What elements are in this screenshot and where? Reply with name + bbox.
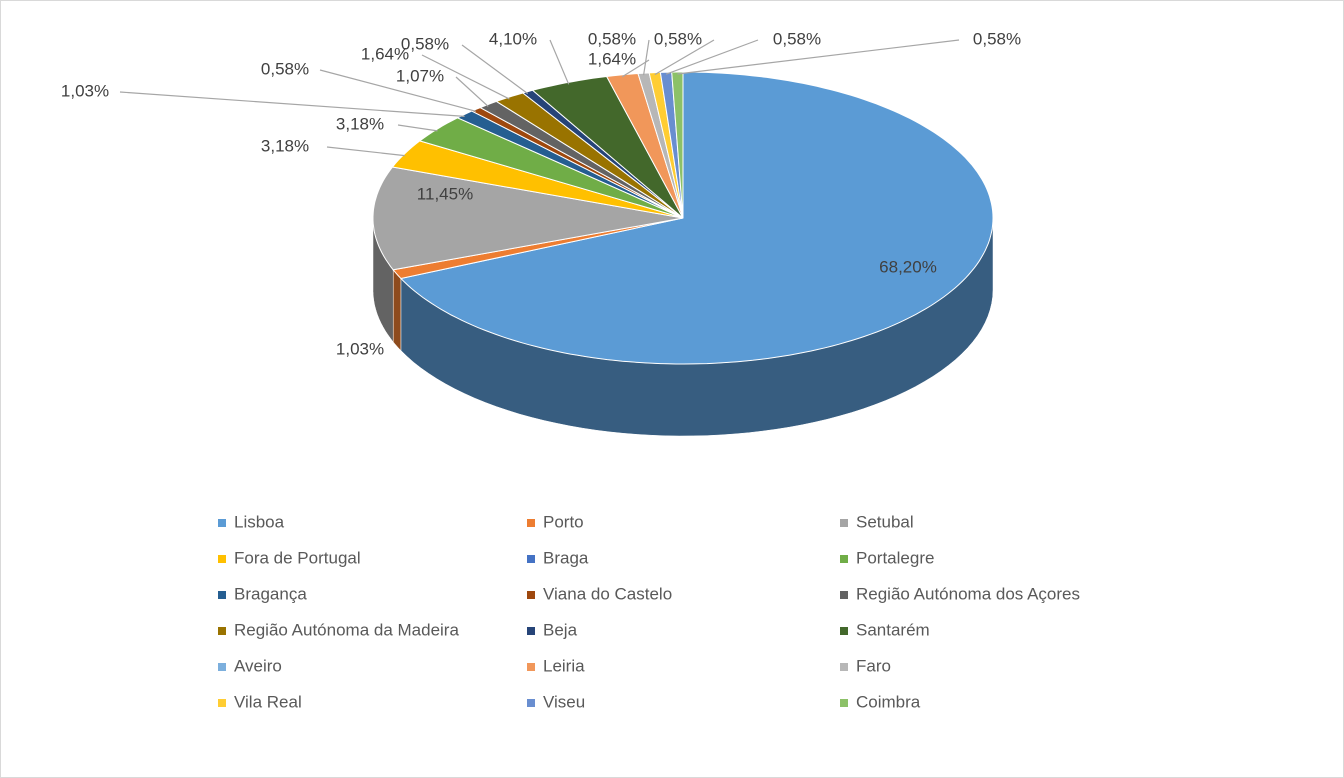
data-label: 1,64% xyxy=(588,49,636,68)
leader-line xyxy=(461,44,529,95)
leader-line xyxy=(643,39,650,76)
legend-swatch xyxy=(527,699,535,707)
leader-line xyxy=(119,91,465,117)
legend-label: Beja xyxy=(543,620,578,639)
pie-slice xyxy=(391,140,684,219)
legend-swatch xyxy=(527,627,535,635)
leader-line xyxy=(654,39,715,76)
data-label: 0,58% xyxy=(654,29,702,48)
leader-line xyxy=(397,124,438,132)
legend-swatch xyxy=(218,519,226,527)
legend-swatch xyxy=(218,555,226,563)
legend-label: Braga xyxy=(543,548,589,567)
data-label: 4,10% xyxy=(489,29,537,48)
legend-swatch xyxy=(218,663,226,671)
pie-slice xyxy=(605,72,684,219)
data-label: 0,58% xyxy=(588,29,636,48)
legend-label: Vila Real xyxy=(234,692,302,711)
legend-swatch xyxy=(840,663,848,671)
pie-slice xyxy=(372,166,684,271)
legend-swatch xyxy=(527,519,535,527)
pie-slice xyxy=(495,92,684,219)
pie-slice xyxy=(418,117,684,219)
pie-slice xyxy=(399,71,994,365)
legend-label: Lisboa xyxy=(234,512,285,531)
data-label: 0,58% xyxy=(401,34,449,53)
leader-line xyxy=(455,76,489,107)
pie-slice xyxy=(531,75,684,219)
leader-line xyxy=(319,69,477,112)
legend-label: Porto xyxy=(543,512,584,531)
data-label: 1,07% xyxy=(396,66,444,85)
leader-line xyxy=(326,146,405,157)
pie-side xyxy=(392,269,402,351)
legend-label: Portalegre xyxy=(856,548,934,567)
leader-line xyxy=(677,39,960,75)
legend-swatch xyxy=(840,519,848,527)
legend-swatch xyxy=(840,555,848,563)
leader-line xyxy=(421,54,510,100)
legend-label: Aveiro xyxy=(234,656,282,675)
data-label: 1,03% xyxy=(61,81,109,100)
legend-label: Coimbra xyxy=(856,692,921,711)
legend-swatch xyxy=(218,699,226,707)
data-label: 0,58% xyxy=(973,29,1021,48)
leader-line xyxy=(665,39,759,75)
pie-tops xyxy=(372,71,994,365)
legend-swatch xyxy=(218,627,226,635)
legend-label: Setubal xyxy=(856,512,914,531)
legend-swatch xyxy=(527,555,535,563)
leader-line xyxy=(549,39,570,85)
legend-label: Viseu xyxy=(543,692,585,711)
data-label: 68,20% xyxy=(879,257,937,276)
legend-label: Faro xyxy=(856,656,891,675)
legend-label: Viana do Castelo xyxy=(543,584,672,603)
legend-swatch xyxy=(218,591,226,599)
legend-label: Região Autónoma dos Açores xyxy=(856,584,1080,603)
legend-label: Bragança xyxy=(234,584,307,603)
legend-swatch xyxy=(527,591,535,599)
pie-slice xyxy=(671,71,684,219)
legend-swatch xyxy=(840,627,848,635)
data-label: 3,18% xyxy=(336,114,384,133)
legend-swatch xyxy=(840,699,848,707)
leader-line xyxy=(621,59,650,78)
legend-label: Fora de Portugal xyxy=(234,548,361,567)
data-label: 3,18% xyxy=(261,136,309,155)
legend-label: Leiria xyxy=(543,656,585,675)
legend-label: Santarém xyxy=(856,620,930,639)
data-label: 1,03% xyxy=(336,339,384,358)
data-label: 1,64% xyxy=(361,44,409,63)
data-label: 11,45% xyxy=(417,184,473,203)
legend-swatch xyxy=(840,591,848,599)
data-label: 0,58% xyxy=(773,29,821,48)
data-label: 0,58% xyxy=(261,59,309,78)
legend-swatch xyxy=(527,663,535,671)
legend-label: Região Autónoma da Madeira xyxy=(234,620,459,639)
legend: Lisboa Porto Setubal Fora de Portugal Braga P… xyxy=(218,512,1080,711)
data-labels: 68,20% 1,03% 11,45% 3,18% 3,18% 1,03% 0,58% 1,0… xyxy=(61,29,1021,358)
